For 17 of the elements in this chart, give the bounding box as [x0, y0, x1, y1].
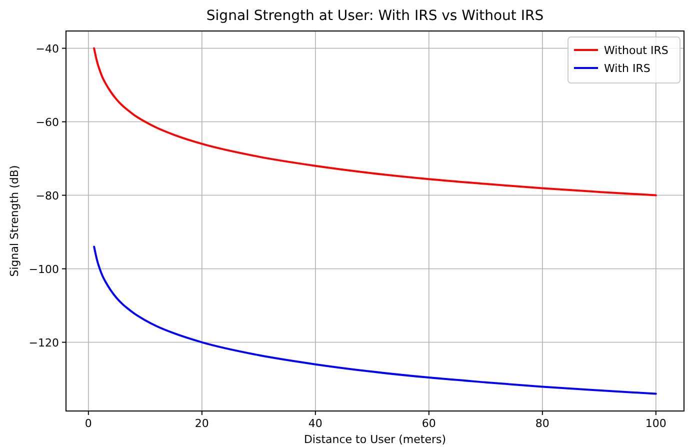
y-tick-label: −120 [28, 336, 59, 350]
x-tick-label: 100 [645, 417, 666, 430]
legend-label: Without IRS [604, 44, 668, 57]
x-tick-label: 60 [422, 417, 436, 430]
x-tick-label: 80 [535, 417, 550, 430]
y-axis-title: Signal Strength (dB) [8, 165, 21, 277]
legend-label: With IRS [604, 62, 650, 75]
y-tick-label: −60 [36, 116, 59, 129]
x-tick-label: 20 [194, 417, 209, 430]
line-series [93, 246, 657, 395]
x-tick-label: 40 [308, 417, 322, 430]
x-axis-title: Distance to User (meters) [304, 433, 446, 446]
x-tick-label: 0 [84, 417, 92, 430]
y-tick-label: −100 [28, 262, 59, 276]
y-tick-label: −40 [36, 42, 59, 56]
y-tick-label: −80 [36, 189, 59, 202]
chart-title: Signal Strength at User: With IRS vs Without IRS [206, 8, 544, 24]
